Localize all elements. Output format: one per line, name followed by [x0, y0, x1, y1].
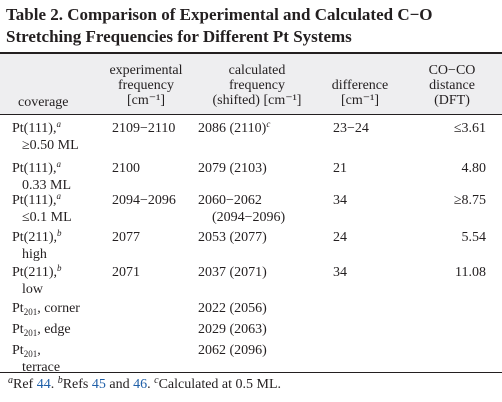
table-row-coverage: Pt201, terrace — [12, 343, 61, 375]
table-title: Table 2. Comparison of Experimental and … — [6, 4, 496, 48]
table-row-distance: ≥8.75 — [453, 193, 486, 208]
ref-46-link[interactable]: 46 — [133, 377, 148, 392]
table-row-experimental: 2077 — [112, 230, 140, 245]
table-row-experimental: 2109−2110 — [112, 121, 176, 136]
table-footnotes: aRef 44. bRefs 45 and 46. cCalculated at… — [8, 375, 282, 393]
table-row-coverage: Pt201, edge — [12, 322, 71, 338]
table-row-calculated: 2062 (2096) — [198, 343, 267, 358]
ref-44-link[interactable]: 44 — [36, 377, 51, 392]
table-row-calculated: 2022 (2056) — [198, 301, 267, 316]
top-rule — [0, 52, 502, 54]
table-header — [0, 54, 502, 114]
table-row-difference: 34 — [333, 193, 347, 208]
header-calculated: calculated frequency (shifted) [cm⁻¹] — [212, 63, 302, 108]
table-row-coverage: Pt(111),a ≥0.50 ML — [12, 119, 79, 154]
header-distance: CO−CO distance (DFT) — [428, 63, 476, 108]
bottom-rule — [0, 372, 502, 373]
table-row-difference: 21 — [333, 161, 347, 176]
header-difference: difference [cm⁻¹] — [331, 78, 389, 108]
table-row-calculated: 2060−2062 (2094−2096) — [198, 193, 286, 225]
table-row-difference: 23−24 — [333, 121, 369, 136]
header-experimental: experimental frequency [cm⁻¹] — [109, 63, 183, 108]
ref-45-link[interactable]: 45 — [91, 377, 106, 392]
table-row-calculated: 2037 (2071) — [198, 265, 267, 280]
table-row-distance: ≤3.61 — [453, 121, 486, 136]
table-row-difference: 24 — [333, 230, 347, 245]
table-row-calculated: 2053 (2077) — [198, 230, 267, 245]
table-row-distance: 11.08 — [455, 265, 486, 280]
table-row-coverage: Pt(211),b low — [12, 263, 62, 298]
table-row-distance: 5.54 — [461, 230, 487, 245]
table-row-calculated: 2079 (2103) — [198, 161, 267, 176]
header-coverage: coverage — [18, 95, 69, 110]
table-row-coverage: Pt(211),b high — [12, 228, 62, 263]
table-row-experimental: 2100 — [112, 161, 140, 176]
table-row-calculated: 2029 (2063) — [198, 322, 267, 337]
table-row-coverage: Pt(111),a ≤0.1 ML — [12, 191, 72, 226]
header-rule — [0, 114, 502, 115]
table-row-calculated: 2086 (2110)c — [198, 119, 271, 137]
table-row-coverage: Pt201, corner — [12, 301, 80, 317]
table-row-difference: 34 — [333, 265, 347, 280]
table-row-coverage: Pt(111),a 0.33 ML — [12, 159, 71, 194]
table-row-distance: 4.80 — [461, 161, 487, 176]
table-row-experimental: 2094−2096 — [112, 193, 176, 208]
table-title-line-1: Table 2. Comparison of Experimental and … — [6, 5, 433, 24]
table-title-line-2: Stretching Frequencies for Different Pt … — [6, 27, 352, 46]
table-row-experimental: 2071 — [112, 265, 140, 280]
